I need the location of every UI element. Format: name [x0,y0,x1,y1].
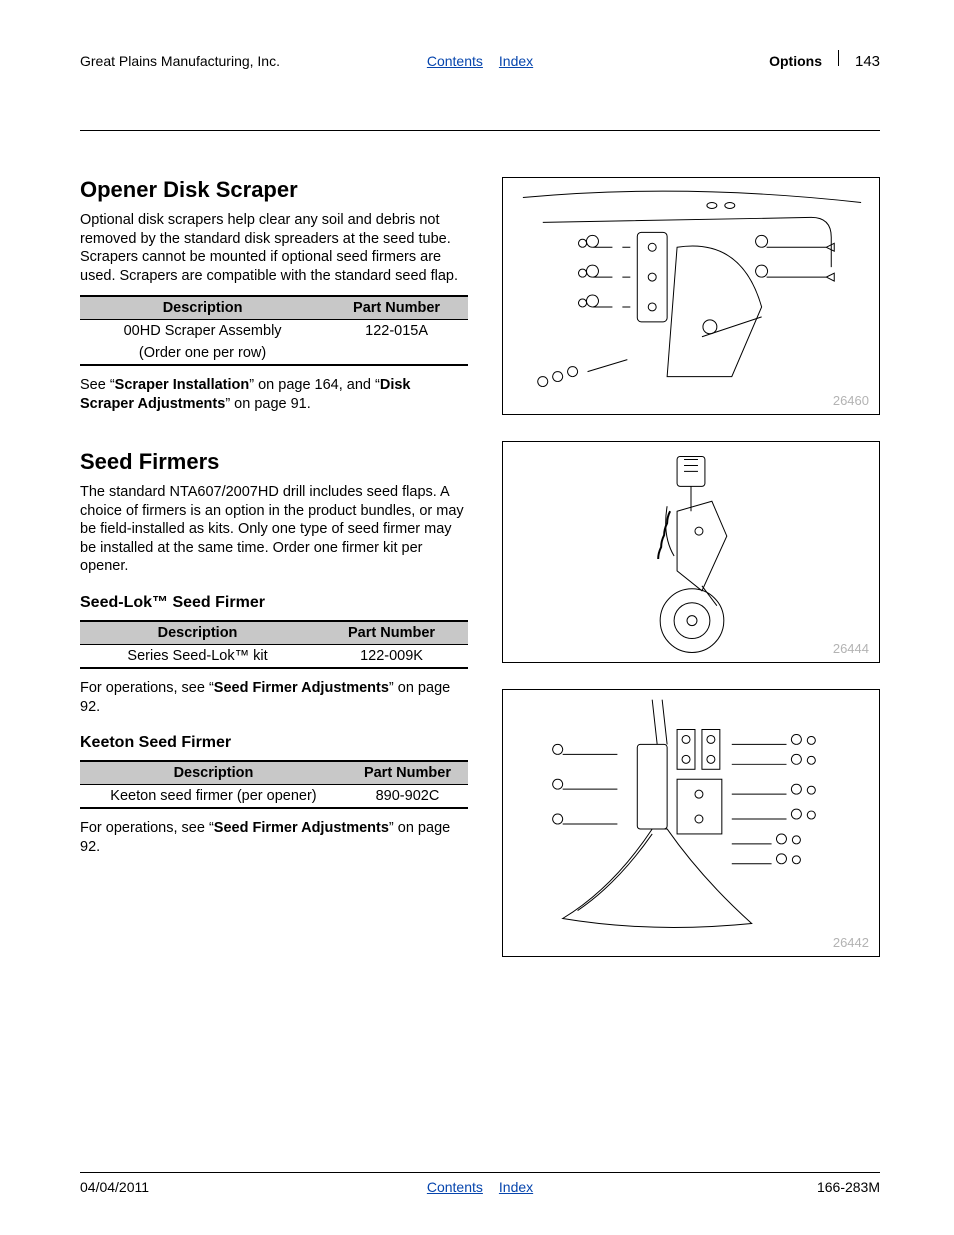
page-container: Great Plains Manufacturing, Inc. Content… [0,0,954,1235]
content-columns: Opener Disk Scraper Optional disk scrape… [80,177,880,983]
index-link[interactable]: Index [499,53,533,69]
left-column: Opener Disk Scraper Optional disk scrape… [80,177,468,983]
keeton-reference: For operations, see “Seed Firmer Adjustm… [80,819,468,856]
figure-id: 26444 [833,641,869,656]
part-cell: 122-015A [325,320,468,343]
keeton-heading: Keeton Seed Firmer [80,734,468,752]
table-header-row: Description Part Number [80,761,468,785]
seedlok-reference: For operations, see “Seed Firmer Adjustm… [80,679,468,716]
seed-firmer-adj-ref: Seed Firmer Adjustments [214,680,389,696]
figure-scraper-assembly: 26460 [502,177,880,415]
figure-id: 26442 [833,935,869,950]
desc-cell: Keeton seed firmer (per opener) [80,785,347,809]
contents-link[interactable]: Contents [427,1179,483,1195]
table-header-row: Description Part Number [80,621,468,645]
col-part-number: Part Number [325,296,468,320]
part-cell: 890-902C [347,785,468,809]
doc-id: 166-283M [613,1179,880,1195]
header-rule [80,130,880,131]
scraper-diagram-icon [503,177,879,415]
seed-firmers-body: The standard NTA607/2007HD drill include… [80,483,468,576]
keeton-parts-table: Description Part Number Keeton seed firm… [80,760,468,809]
page-footer: 04/04/2011 Contents Index 166-283M [80,1179,880,1195]
section-label: Options [769,53,822,69]
col-description: Description [80,296,325,320]
page-number: 143 [855,53,880,70]
seed-firmers-heading: Seed Firmers [80,449,468,475]
table-header-row: Description Part Number [80,296,468,320]
desc-cell: 00HD Scraper Assembly [80,320,325,343]
desc-cell: Series Seed-Lok™ kit [80,645,315,669]
col-description: Description [80,621,315,645]
index-link[interactable]: Index [499,1179,533,1195]
keeton-diagram-icon [503,689,879,957]
seed-lok-heading: Seed-Lok™ Seed Firmer [80,594,468,612]
table-row: Series Seed-Lok™ kit 122-009K [80,645,468,669]
figure-id: 26460 [833,393,869,408]
seed-firmer-adj-ref: Seed Firmer Adjustments [214,820,389,836]
opener-disk-scraper-heading: Opener Disk Scraper [80,177,468,203]
col-description: Description [80,761,347,785]
footer-date: 04/04/2011 [80,1179,347,1195]
header-nav: Contents Index [347,53,614,69]
scraper-parts-table: Description Part Number 00HD Scraper Ass… [80,295,468,366]
header-right: Options 143 [613,50,880,70]
scraper-reference: See “Scraper Installation” on page 164, … [80,376,468,413]
table-row: (Order one per row) [80,342,468,365]
table-row: Keeton seed firmer (per opener) 890-902C [80,785,468,809]
right-column: 26460 26444 [502,177,880,983]
header-divider [838,50,839,66]
col-part-number: Part Number [347,761,468,785]
footer-nav: Contents Index [347,1179,614,1195]
contents-link[interactable]: Contents [427,53,483,69]
company-name: Great Plains Manufacturing, Inc. [80,53,347,69]
footer-rule [80,1172,880,1173]
desc-cell: (Order one per row) [80,342,325,365]
part-cell: 122-009K [315,645,468,669]
figure-keeton: 26442 [502,689,880,957]
seedlok-parts-table: Description Part Number Series Seed-Lok™… [80,620,468,669]
table-row: 00HD Scraper Assembly 122-015A [80,320,468,343]
figure-seedlok: 26444 [502,441,880,663]
seedlok-diagram-icon [503,441,879,663]
col-part-number: Part Number [315,621,468,645]
part-cell [325,342,468,365]
opener-disk-scraper-body: Optional disk scrapers help clear any so… [80,211,468,285]
scraper-install-ref: Scraper Installation [115,377,250,393]
page-header: Great Plains Manufacturing, Inc. Content… [80,50,880,70]
